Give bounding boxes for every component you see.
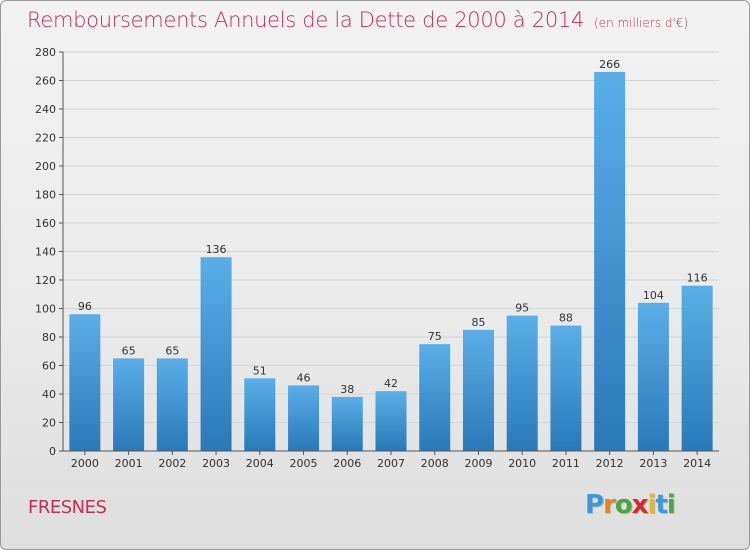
data-label-2009: 85 xyxy=(471,316,485,329)
bar-2007 xyxy=(375,391,407,451)
y-tick-label: 260 xyxy=(35,75,56,88)
y-tick-label: 180 xyxy=(35,189,56,202)
x-tick-label: 2004 xyxy=(246,457,274,470)
bar-2002 xyxy=(156,358,188,451)
y-tick-label: 140 xyxy=(35,246,56,259)
logo-letter: x xyxy=(631,490,649,520)
x-tick-label: 2006 xyxy=(333,457,361,470)
x-tick-label: 2014 xyxy=(683,457,711,470)
bar-2000 xyxy=(69,314,101,451)
axes: 0 20 40 60 80 100 120 140 160 180 200 220 240 260 280 2… xyxy=(35,46,719,470)
x-tick-label: 2010 xyxy=(508,457,536,470)
data-label-2013: 104 xyxy=(643,289,664,302)
y-tick-label: 20 xyxy=(42,417,56,430)
bar-2005 xyxy=(288,385,320,451)
data-labels: 96 65 65 136 51 46 38 42 75 85 95 88 266 104 116 xyxy=(78,58,708,396)
data-label-2014: 116 xyxy=(687,272,708,285)
data-label-2010: 95 xyxy=(515,302,529,315)
x-tick-label: 2012 xyxy=(596,457,624,470)
x-tick-label: 2005 xyxy=(290,457,318,470)
bar-2009 xyxy=(462,329,494,451)
x-tick-label: 2007 xyxy=(377,457,405,470)
logo-letter: P xyxy=(585,490,604,520)
logo-letter: r xyxy=(603,490,616,520)
bar-2003 xyxy=(200,257,232,451)
bars xyxy=(69,71,713,451)
y-tick-label: 0 xyxy=(49,445,56,458)
bar-2010 xyxy=(506,315,538,451)
y-tick-label: 40 xyxy=(42,388,56,401)
data-label-2006: 38 xyxy=(340,383,354,396)
bar-2013 xyxy=(637,302,669,451)
proxiti-logo: Proxiti xyxy=(585,490,676,520)
x-tick-label: 2003 xyxy=(202,457,230,470)
y-tick-label: 60 xyxy=(42,360,56,373)
y-tick-label: 280 xyxy=(35,46,56,59)
x-tick-label: 2002 xyxy=(158,457,186,470)
data-label-2004: 51 xyxy=(253,364,267,377)
bar-2008 xyxy=(419,344,451,451)
bar-2001 xyxy=(113,358,145,451)
y-tick-label: 200 xyxy=(35,160,56,173)
data-label-2003: 136 xyxy=(206,243,227,256)
data-label-2008: 75 xyxy=(428,330,442,343)
y-tick-label: 240 xyxy=(35,103,56,116)
data-label-2001: 65 xyxy=(122,344,136,357)
bar-2006 xyxy=(331,396,363,451)
x-tick-label: 2001 xyxy=(115,457,143,470)
y-tick-label: 220 xyxy=(35,132,56,145)
x-tick-label: 2000 xyxy=(71,457,99,470)
x-tick-label: 2008 xyxy=(421,457,449,470)
bar-2004 xyxy=(244,378,276,451)
title-text: Remboursements Annuels de la Dette de 20… xyxy=(27,8,584,32)
data-label-2000: 96 xyxy=(78,300,92,313)
unit-note: (en milliers d'€) xyxy=(594,16,689,30)
y-tick-label: 80 xyxy=(42,331,56,344)
y-tick-label: 100 xyxy=(35,303,56,316)
data-label-2011: 88 xyxy=(559,312,573,325)
city-name: FRESNES xyxy=(28,497,107,518)
bar-2012 xyxy=(594,71,626,451)
x-tick-label: 2013 xyxy=(639,457,667,470)
data-label-2002: 65 xyxy=(165,344,179,357)
bar-2011 xyxy=(550,325,582,451)
data-label-2007: 42 xyxy=(384,377,398,390)
x-tick-label: 2011 xyxy=(552,457,580,470)
x-tick-label: 2009 xyxy=(464,457,492,470)
logo-letter: i xyxy=(647,490,657,520)
bar-2014 xyxy=(681,285,713,451)
y-tick-label: 120 xyxy=(35,274,56,287)
logo-letter: t xyxy=(655,490,667,520)
data-label-2012: 266 xyxy=(599,58,620,71)
data-label-2005: 46 xyxy=(297,371,311,384)
logo-letter: i xyxy=(666,490,676,520)
logo-letter: o xyxy=(614,490,633,520)
y-tick-label: 160 xyxy=(35,217,56,230)
chart-title: Remboursements Annuels de la Dette de 20… xyxy=(27,8,688,32)
